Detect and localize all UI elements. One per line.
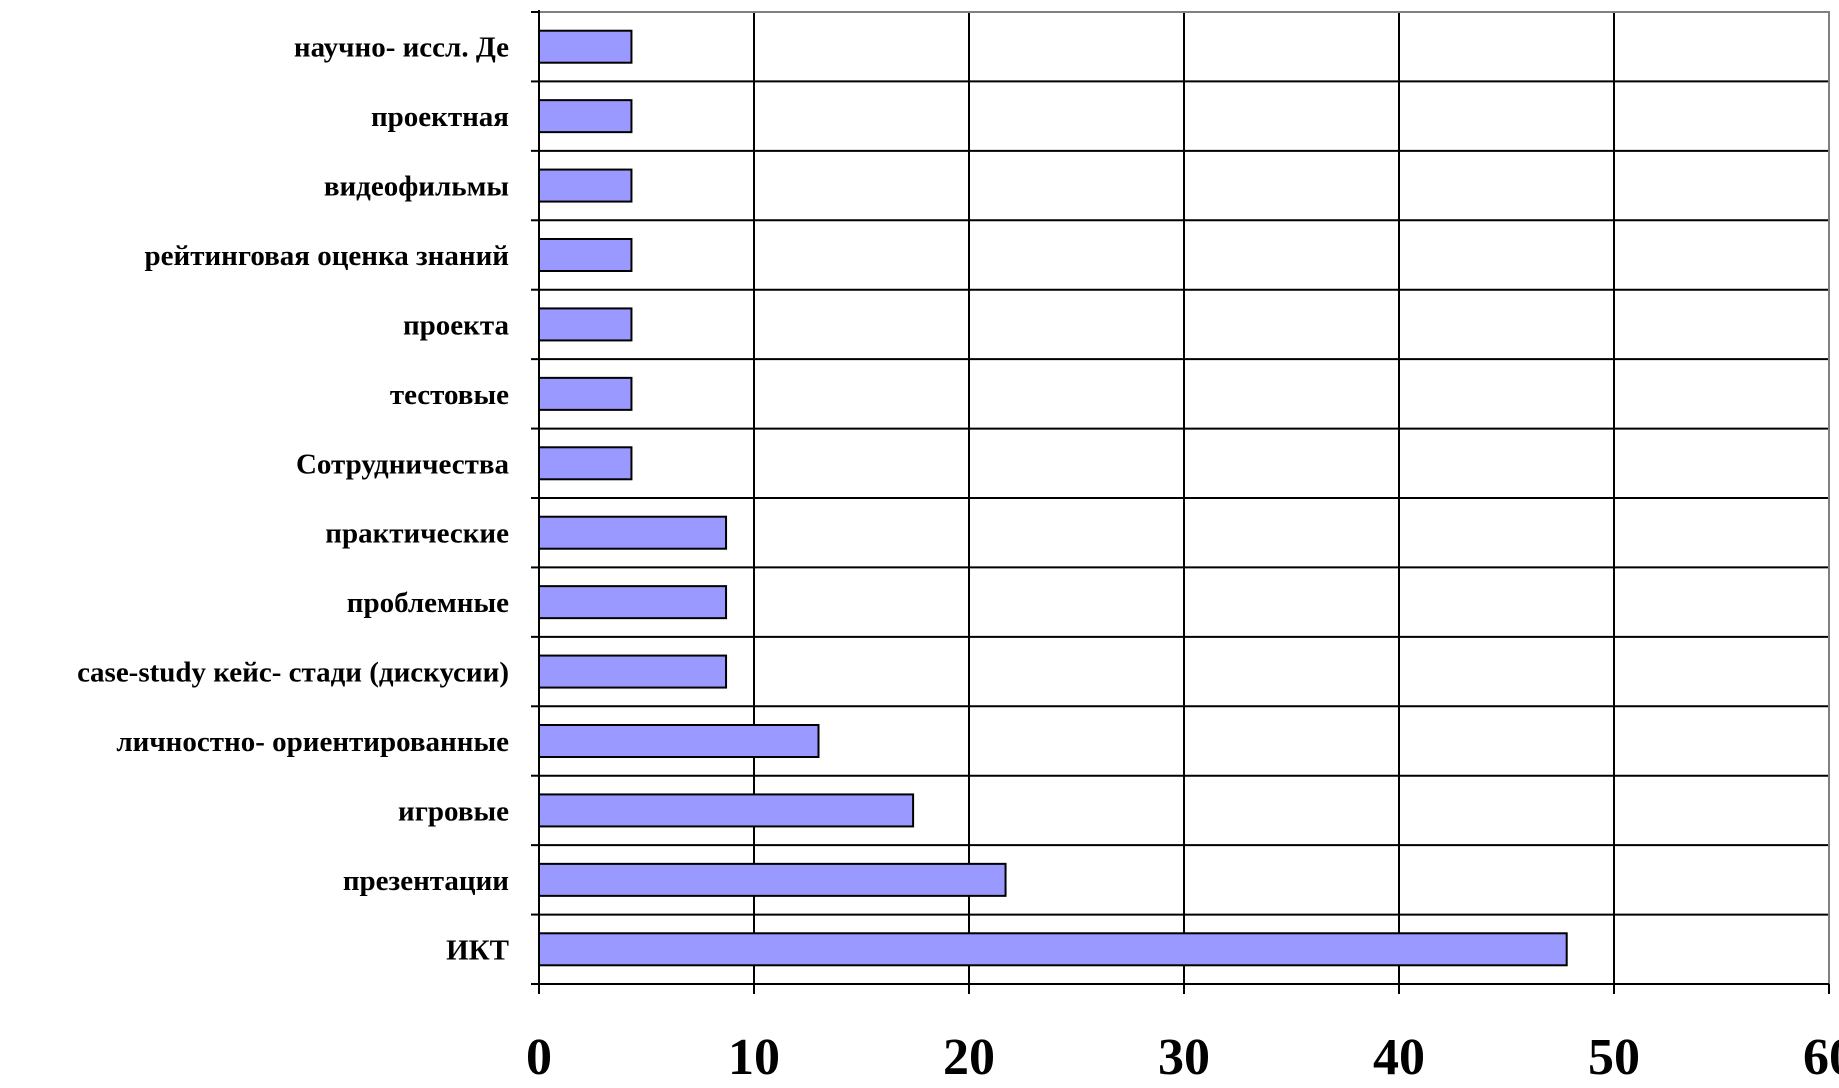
bar xyxy=(538,724,820,758)
bar xyxy=(538,585,728,620)
bar xyxy=(538,515,728,550)
x-tick-label: 20 xyxy=(943,1029,995,1086)
x-tick-label: 40 xyxy=(1373,1029,1425,1086)
grid-layer xyxy=(539,12,1829,984)
x-tick-label: 30 xyxy=(1158,1029,1210,1086)
x-tick-labels: 0 10 20 30 40 50 60 xyxy=(526,1029,1839,1086)
category-label: тестовые xyxy=(390,379,509,411)
category-label: игровые xyxy=(398,795,509,827)
category-labels: ИКТ презентации игровые личностно- ориентир… xyxy=(77,32,509,967)
bar xyxy=(538,99,633,134)
category-label: практические xyxy=(325,518,509,550)
category-label: проблемные xyxy=(347,587,509,619)
bar xyxy=(538,29,633,64)
bar xyxy=(538,654,728,689)
bar xyxy=(538,793,915,828)
x-tick-label: 50 xyxy=(1588,1029,1640,1086)
axes-layer xyxy=(531,10,1830,994)
category-label: проекта xyxy=(403,309,510,341)
category-label: Сотрудничества xyxy=(296,448,510,480)
x-tick-label: 0 xyxy=(526,1029,552,1086)
category-label: личностно- ориентированные xyxy=(116,726,509,758)
category-label: презентации xyxy=(343,865,509,897)
bar xyxy=(538,307,633,342)
bar xyxy=(538,862,1007,897)
x-tick-label: 60 xyxy=(1803,1029,1839,1086)
category-label: видеофильмы xyxy=(324,171,509,203)
category-label: case-study кейс- стади (дискусии) xyxy=(77,657,509,689)
bar xyxy=(538,446,633,481)
bar xyxy=(538,932,1568,967)
category-label: научно- иссл. Де xyxy=(294,32,509,64)
bars-layer xyxy=(538,29,1568,967)
bar xyxy=(538,168,633,203)
category-label: рейтинговая оценка знаний xyxy=(145,240,510,272)
x-tick-label: 10 xyxy=(728,1029,780,1086)
bar xyxy=(538,376,633,411)
category-label: проектная xyxy=(371,101,509,133)
category-label: ИКТ xyxy=(446,934,509,966)
bar xyxy=(538,238,633,272)
